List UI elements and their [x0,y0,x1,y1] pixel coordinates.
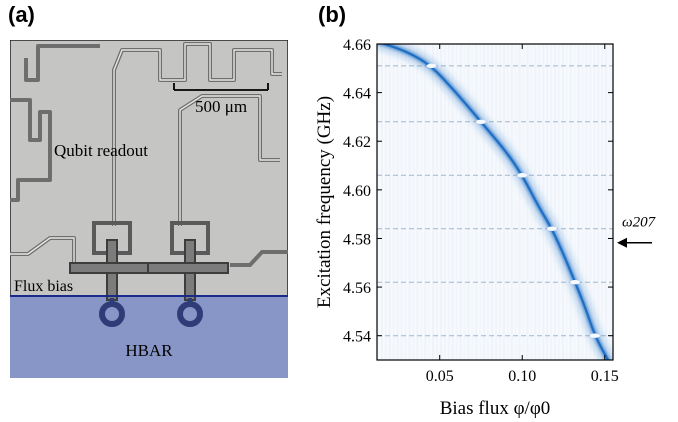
hbar-region [10,296,288,378]
spectroscopy-plot: 0.05 0.10 0.15 4.54 4.56 4.58 4.60 4.62 4.64 4.6… [314,37,657,419]
noise-stripe [439,44,442,360]
hbar-label: HBAR [125,341,173,360]
noise-stripe [510,44,513,360]
y-tick-label: 4.60 [343,183,371,200]
noise-stripe [566,44,568,360]
scale-bar-label: 500 μm [195,97,247,116]
avoided-crossing [517,173,528,178]
noise-stripe [585,44,588,360]
noise-stripe [495,44,497,360]
noise-stripe [404,44,407,360]
noise-stripe [467,44,470,360]
noise-stripe [428,44,430,360]
x-tick-label: 0.15 [591,368,619,385]
noise-stripe [561,44,564,360]
noise-stripe [593,44,596,360]
noise-stripe [400,44,403,360]
y-axis-label: Excitation frequency (GHz) [314,96,335,308]
noise-stripe [412,44,414,360]
noise-stripe [569,44,572,360]
noise-stripe [396,44,399,360]
noise-stripe [420,44,422,360]
noise-stripe [574,44,576,360]
noise-stripe [605,44,608,360]
noise-stripe [408,44,411,360]
noise-stripe [491,44,494,360]
noise-stripe [550,44,553,360]
noise-stripe [597,44,600,360]
plot-background [377,44,613,360]
noise-stripe [589,44,592,360]
noise-stripe [526,44,529,360]
avoided-crossing-gaps [426,63,600,338]
qubit-readout-label: Qubit readout [54,141,148,160]
y-tick-label: 4.66 [343,37,371,54]
noise-stripe [475,44,478,360]
noise-stripe [515,44,517,360]
noise-stripe [416,44,419,360]
noise-stripe [385,44,387,360]
noise-stripe [436,44,438,360]
noise-stripe [455,44,458,360]
avoided-crossing [426,63,437,69]
noise-stripe [498,44,501,360]
noise-stripe [518,44,521,360]
noise-stripe [601,44,603,360]
noise-stripe [487,44,489,360]
y-tick-label: 4.62 [343,134,371,151]
noise-stripe [523,44,525,360]
flux-bias-label: Flux bias [14,278,73,295]
mode-annotation: ω207 [617,215,657,248]
noise-stripe [380,44,383,360]
noise-stripe [577,44,580,360]
device-micrograph: 500 μm Qubit readout Flux bias HBAR [10,40,288,378]
qubit-signal-core [380,44,610,360]
y-tick-label: 4.58 [343,231,371,248]
noise-stripe [483,44,486,360]
x-tick-label: 0.05 [426,368,454,385]
scale-bar [173,83,269,91]
avoided-crossing [570,280,581,285]
x-tick-label: 0.10 [508,368,536,385]
noise-stripe [471,44,473,360]
noise-stripe [554,44,556,360]
background-noise [380,44,611,360]
y-tick-label: 4.54 [343,329,371,346]
avoided-crossing [589,333,600,338]
x-axis-ticks: 0.05 0.10 0.15 [426,44,619,385]
x-axis-label: Bias flux φ/φ0 [440,398,551,419]
avoided-crossing [475,119,486,124]
noise-stripe [479,44,481,360]
noise-stripe [459,44,462,360]
noise-stripe [546,44,549,360]
noise-stripe [424,44,427,360]
annotation-arrow-head [617,237,627,248]
noise-stripe [392,44,395,360]
y-tick-label: 4.64 [343,86,371,103]
noise-stripe [451,44,454,360]
panel-b-label: (b) [318,2,347,27]
noise-stripe [388,44,391,360]
plot-frame [376,43,614,361]
noise-stripe [432,44,435,360]
y-axis-ticks: 4.54 4.56 4.58 4.60 4.62 4.64 4.66 [343,37,613,346]
noise-stripe [558,44,560,360]
qubit-right [147,221,229,327]
noise-stripe [609,44,611,360]
annotation-label: ω207 [622,215,657,231]
qubit-signal [377,44,613,360]
noise-stripe [447,44,450,360]
y-tick-label: 4.56 [343,280,371,297]
qubit-left [69,221,151,327]
noise-stripe [502,44,505,360]
noise-stripe [507,44,509,360]
noise-stripe [443,44,446,360]
panel-a-label: (a) [8,2,35,27]
avoided-crossing [546,226,557,231]
